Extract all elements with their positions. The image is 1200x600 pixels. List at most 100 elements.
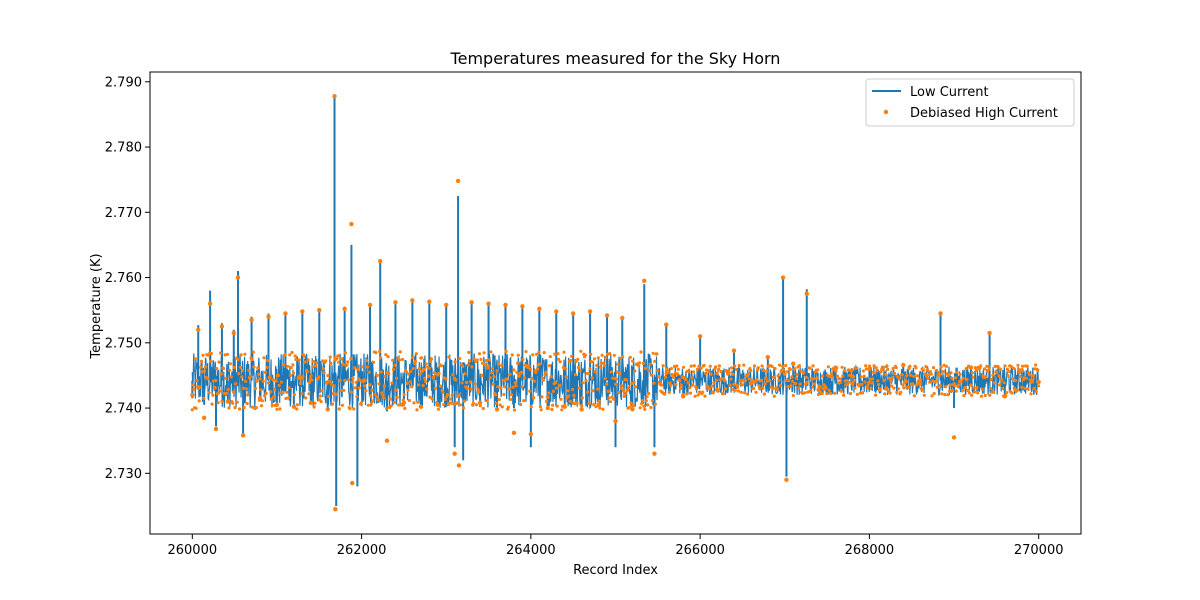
high-current-noise-point <box>944 385 948 389</box>
high-current-noise-point <box>553 352 557 356</box>
high-current-noise-point <box>233 406 237 410</box>
high-current-point <box>520 304 525 309</box>
high-current-noise-point <box>1026 387 1030 391</box>
high-current-point <box>350 480 355 486</box>
high-current-noise-point <box>728 383 732 387</box>
high-current-noise-point <box>562 350 566 354</box>
high-current-noise-point <box>242 405 246 410</box>
high-current-noise-point <box>433 386 437 390</box>
high-current-noise-point <box>824 386 828 390</box>
chart-title: Temperatures measured for the Sky Horn <box>450 49 781 68</box>
high-current-noise-point <box>540 395 544 399</box>
high-current-noise-point <box>206 353 210 357</box>
high-current-noise-point <box>731 372 735 376</box>
high-current-point <box>266 314 271 319</box>
high-current-noise-point <box>827 388 831 392</box>
high-current-noise-point <box>647 369 652 373</box>
high-current-noise-point <box>371 399 375 403</box>
high-current-noise-point <box>950 389 955 393</box>
high-current-noise-point <box>764 376 768 380</box>
high-current-noise-point <box>468 359 472 363</box>
high-current-noise-point <box>382 384 386 388</box>
high-current-noise-point <box>967 391 971 395</box>
high-current-noise-point <box>246 393 250 397</box>
high-current-noise-point <box>749 368 753 373</box>
high-current-noise-point <box>524 350 528 354</box>
high-current-noise-point <box>1009 364 1013 368</box>
high-current-noise-point <box>1021 364 1025 368</box>
high-current-noise-point <box>841 374 845 378</box>
high-current-noise-point <box>627 385 631 390</box>
high-current-noise-point <box>544 370 548 374</box>
high-current-noise-point <box>461 364 465 368</box>
high-current-noise-point <box>567 394 571 398</box>
high-current-noise-point <box>989 386 993 390</box>
high-current-noise-point <box>758 387 762 391</box>
high-current-noise-point <box>605 382 609 386</box>
high-current-noise-point <box>946 393 950 397</box>
high-current-noise-point <box>926 376 930 381</box>
high-current-noise-point <box>528 367 533 372</box>
high-current-noise-point <box>265 365 269 369</box>
high-current-point <box>308 400 314 406</box>
high-current-noise-point <box>870 377 875 381</box>
high-current-noise-point <box>327 394 331 399</box>
high-current-noise-point <box>358 378 362 382</box>
high-current-noise-point <box>505 377 509 381</box>
high-current-point <box>213 426 219 432</box>
high-current-noise-point <box>520 385 524 389</box>
high-current-noise-point <box>237 407 242 411</box>
high-current-noise-point <box>213 386 217 390</box>
high-current-noise-point <box>237 372 241 376</box>
high-current-noise-point <box>500 405 504 409</box>
x-tick-label: 266000 <box>675 543 725 558</box>
high-current-noise-point <box>512 368 516 372</box>
high-current-noise-point <box>276 373 280 378</box>
high-current-noise-point <box>710 384 714 388</box>
high-current-noise-point <box>313 401 317 405</box>
high-current-noise-point <box>321 359 325 363</box>
high-current-noise-point <box>222 391 226 396</box>
high-current-noise-point <box>915 374 920 378</box>
high-current-noise-point <box>437 371 441 375</box>
high-current-noise-point <box>225 391 229 395</box>
high-current-noise-point <box>768 379 772 383</box>
high-current-noise-point <box>481 406 485 411</box>
high-current-noise-point <box>532 396 536 400</box>
high-current-noise-point <box>543 373 547 377</box>
high-current-noise-point <box>799 369 803 373</box>
high-current-noise-point <box>569 358 573 362</box>
high-current-noise-point <box>387 371 391 375</box>
high-current-noise-point <box>550 407 554 412</box>
high-current-point <box>494 407 500 412</box>
high-current-noise-point <box>320 389 324 393</box>
high-current-point <box>401 400 407 406</box>
high-current-noise-point <box>941 370 946 374</box>
high-current-noise-point <box>272 395 276 399</box>
high-current-noise-point <box>450 393 454 397</box>
high-current-noise-point <box>690 376 694 380</box>
high-current-point <box>545 405 550 411</box>
high-current-noise-point <box>226 387 230 392</box>
high-current-noise-point <box>727 371 731 375</box>
high-current-noise-point <box>963 385 968 390</box>
high-current-noise-point <box>248 375 252 379</box>
high-current-noise-point <box>423 376 427 380</box>
high-current-noise-point <box>346 378 351 382</box>
x-tick-label: 264000 <box>506 543 556 558</box>
high-current-noise-point <box>928 380 932 384</box>
high-current-noise-point <box>1027 373 1032 377</box>
high-current-noise-point <box>409 369 413 373</box>
high-current-noise-point <box>583 353 588 357</box>
high-current-point <box>393 300 398 305</box>
high-current-noise-point <box>362 384 367 388</box>
high-current-noise-point <box>244 379 248 383</box>
high-current-noise-point <box>359 401 363 405</box>
high-current-noise-point <box>377 382 381 386</box>
high-current-point <box>951 435 957 440</box>
high-current-noise-point <box>861 369 866 373</box>
high-current-noise-point <box>755 378 759 382</box>
high-current-noise-point <box>692 364 696 368</box>
high-current-point <box>444 302 449 308</box>
high-current-noise-point <box>231 401 235 405</box>
